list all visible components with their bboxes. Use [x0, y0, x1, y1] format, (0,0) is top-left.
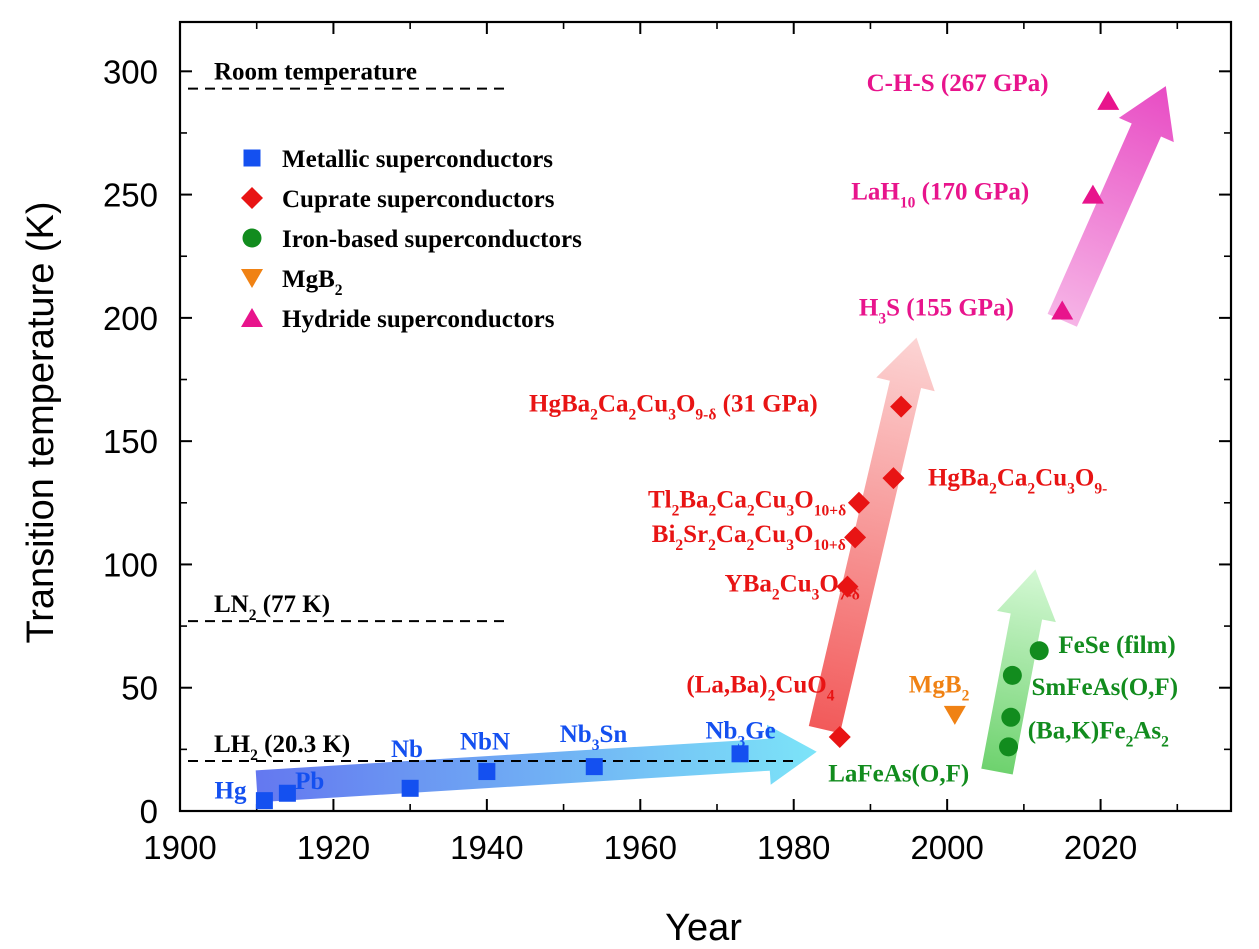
y-tick-label: 150 — [103, 423, 158, 460]
lah10-annotation: LaH10 (170 GPa) — [851, 179, 1029, 212]
iron-point — [1001, 707, 1021, 727]
pb-annotation: Pb — [295, 768, 324, 795]
nb3ge-annotation: Nb3Ge — [706, 717, 776, 750]
metallic-point — [731, 745, 749, 763]
fese-annotation: FeSe (film) — [1058, 632, 1175, 659]
y-tick-label: 0 — [140, 793, 158, 830]
metallic-point — [255, 792, 273, 810]
y-tick-label: 200 — [103, 300, 158, 337]
hydride-point — [1097, 90, 1120, 110]
cuprate-point — [847, 491, 870, 514]
nbn-annotation: NbN — [460, 728, 510, 755]
legend-label-iron: Iron-based superconductors — [282, 226, 582, 253]
hydride-point — [1081, 184, 1104, 204]
lafeaso-annotation: LaFeAs(O,F) — [828, 760, 969, 787]
iron-point — [1029, 641, 1049, 661]
legend-label-cuprate: Cuprate superconductors — [282, 186, 555, 213]
ybco-annotation: YBa2Cu3O7-δ — [725, 571, 860, 604]
reference-lines: Room temperature LN2 (77 K) LH2 (20.3 K) — [188, 59, 794, 764]
trend-arrows — [255, 86, 1174, 803]
cuprate-point — [836, 575, 859, 598]
cuprate-point — [882, 467, 905, 490]
point-labels: Hg Pb Nb NbN Nb3Sn Nb3Ge (La,Ba)2CuO4 YBa2Cu3O7… — [215, 70, 1179, 805]
cuprate-point — [844, 526, 867, 549]
tbcco-annotation: Tl2Ba2Ca2Cu3O10+δ — [648, 487, 846, 520]
legend-label-metallic: Metallic superconductors — [282, 146, 553, 173]
data-points — [255, 90, 1120, 810]
smfeas-annotation: SmFeAs(O,F) — [1032, 674, 1179, 701]
bscco-annotation: Bi2Sr2Ca2Cu3O10+δ — [652, 521, 846, 554]
laba-annotation: (La,Ba)2CuO4 — [686, 672, 834, 705]
legend-marker-cuprate — [241, 187, 263, 209]
legend-marker-iron — [242, 228, 262, 248]
mgb2-label-annotation: MgB2 — [909, 672, 970, 705]
hbcco-annotation: HgBa2Ca2Cu3O9- — [928, 465, 1107, 498]
hydride-trend-arrow — [1047, 86, 1174, 327]
cuprate-trend-arrow — [808, 337, 935, 734]
legend: Metallic superconductors Cuprate supercon… — [241, 146, 582, 333]
x-tick-label: 1940 — [450, 829, 523, 866]
cuprate-point — [890, 395, 913, 418]
y-tick-label: 300 — [103, 53, 158, 90]
x-tick-label: 1960 — [604, 829, 677, 866]
cuprate-point — [828, 726, 851, 749]
plot-frame — [178, 20, 1233, 813]
y-tick-label: 50 — [121, 670, 158, 707]
mgb2-point — [943, 705, 966, 725]
chs-annotation: C-H-S (267 GPa) — [867, 70, 1049, 97]
x-tick-label: 2000 — [910, 829, 983, 866]
lh2-label: LH2 (20.3 K) — [214, 731, 350, 764]
legend-marker-hydride — [241, 308, 263, 327]
x-tick-label: 1920 — [297, 829, 370, 866]
x-axis-label: Year — [665, 907, 742, 949]
room-label: Room temperature — [214, 59, 417, 86]
hbcco-p-annotation: HgBa2Ca2Cu3O9-δ (31 GPa) — [529, 391, 818, 424]
legend-marker-mgb2 — [241, 269, 263, 288]
x-tick-label: 2020 — [1064, 829, 1137, 866]
metallic-point — [478, 763, 496, 781]
h3s-annotation: H3S (155 GPa) — [859, 294, 1014, 327]
bak-annotation: (Ba,K)Fe2As2 — [1028, 717, 1169, 750]
legend-label-hydride: Hydride superconductors — [282, 306, 555, 333]
nb3sn-annotation: Nb3Sn — [560, 721, 628, 754]
iron-point — [1002, 665, 1022, 685]
metallic-trend-arrow — [255, 724, 817, 803]
y-tick-label: 100 — [103, 546, 158, 583]
y-tick-label: 250 — [103, 177, 158, 214]
nb-annotation: Nb — [391, 736, 423, 763]
iron-point — [999, 737, 1019, 757]
metallic-point — [401, 779, 419, 797]
x-tick-label: 1980 — [757, 829, 830, 866]
hydride-point — [1051, 300, 1074, 320]
ln2-label: LN2 (77 K) — [214, 591, 330, 624]
legend-marker-metallic — [243, 149, 261, 167]
axes: 1900 1920 1940 1960 1980 2000 2020 0 50 100 150 200… — [20, 20, 1233, 949]
metallic-point — [278, 784, 296, 802]
metallic-point — [585, 758, 603, 776]
y-axis-label: Transition temperature (K) — [20, 201, 62, 643]
x-tick-label: 1900 — [143, 829, 216, 866]
legend-label-mgb2: MgB2 — [282, 266, 343, 299]
hg-annotation: Hg — [215, 778, 247, 805]
